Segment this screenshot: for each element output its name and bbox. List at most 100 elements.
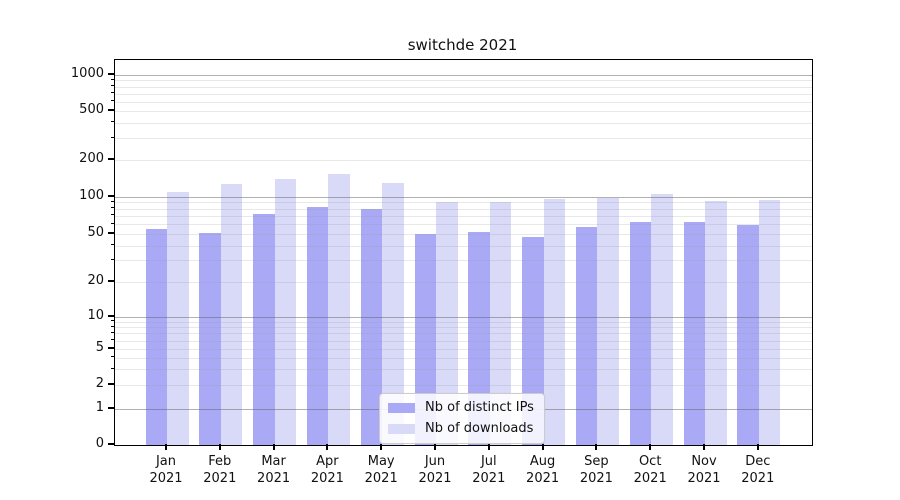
x-tick-label-jan: Jan 2021 (136, 453, 196, 487)
bar-nb-of-distinct-ips-jul (468, 231, 490, 445)
x-tick-mark-jun (434, 444, 436, 450)
x-tick-label-nov: Nov 2021 (674, 453, 734, 487)
bar-nb-of-downloads-mar (274, 179, 297, 445)
x-tick-label-feb: Feb 2021 (190, 453, 250, 487)
x-tick-month: Feb (208, 454, 232, 469)
bar-nb-of-downloads-jul (489, 201, 512, 445)
y-minor-tick-900 (111, 78, 114, 80)
x-tick-mark-aug (541, 444, 544, 450)
y-tick-mark-1 (108, 407, 114, 409)
y-minor-tick-700 (111, 92, 114, 94)
y-minor-tick-30 (111, 258, 114, 260)
legend-label-distinct-ips: Nb of distinct IPs (425, 400, 534, 415)
y-minor-tick-70 (111, 214, 114, 216)
y-tick-label-500: 500 (79, 102, 104, 117)
gridline-minor-200 (115, 160, 812, 161)
bar-nb-of-downloads-oct (651, 193, 673, 445)
x-tick-year: 2021 (579, 471, 613, 486)
gridline-minor-700 (115, 93, 812, 95)
x-tick-mark-oct (649, 444, 652, 450)
y-minor-tick-20 (111, 280, 114, 281)
x-tick-mark-apr (326, 444, 329, 450)
y-tick-label-5: 5 (95, 340, 104, 355)
x-tick-year: 2021 (310, 471, 344, 486)
y-tick-label-0: 0 (95, 436, 104, 451)
y-tick-mark-1000 (108, 73, 114, 75)
x-tick-mark-may (380, 444, 383, 450)
bar-nb-of-downloads-feb (220, 183, 243, 445)
bar-nb-of-distinct-ips-mar (253, 213, 275, 445)
bar-nb-of-downloads-may (382, 183, 404, 445)
x-tick-month: Jan (155, 454, 177, 469)
legend: Nb of distinct IPs Nb of downloads (379, 393, 545, 444)
y-tick-label-1: 1 (95, 400, 104, 415)
x-tick-label-oct: Oct 2021 (620, 453, 680, 487)
x-tick-month: Aug (529, 454, 556, 469)
y-tick-label-50: 50 (87, 225, 104, 240)
y-tick-label-1000: 1000 (70, 66, 104, 81)
y-tick-mark-100 (108, 194, 114, 197)
bar-nb-of-downloads-aug (543, 198, 566, 445)
x-tick-label-jun: Jun 2021 (405, 453, 465, 487)
y-minor-tick-50 (111, 232, 114, 234)
bar-nb-of-downloads-jan (167, 191, 189, 445)
x-tick-mark-jan (165, 444, 167, 450)
x-tick-month: Jun (424, 454, 446, 469)
x-tick-month: Apr (316, 454, 339, 469)
gridline-minor-500 (115, 111, 812, 112)
bar-nb-of-distinct-ips-apr (306, 207, 329, 445)
x-tick-label-sep: Sep 2021 (566, 453, 626, 487)
chart-title: switchde 2021 (407, 36, 518, 54)
y-tick-label-200: 200 (79, 151, 104, 166)
x-tick-year: 2021 (472, 471, 506, 486)
x-tick-mark-mar (272, 444, 275, 450)
legend-item-downloads: Nb of downloads (388, 421, 536, 436)
x-tick-year: 2021 (149, 471, 183, 486)
x-tick-label-dec: Dec 2021 (728, 453, 788, 487)
x-tick-year: 2021 (257, 471, 291, 486)
x-tick-year: 2021 (203, 471, 237, 486)
y-minor-tick-2 (111, 383, 114, 385)
x-tick-mark-nov (703, 444, 705, 450)
y-minor-tick-80 (111, 207, 114, 209)
gridline-minor-800 (115, 86, 812, 88)
bar-nb-of-distinct-ips-may (360, 209, 383, 445)
bar-nb-of-distinct-ips-nov (683, 222, 705, 445)
x-tick-label-may: May 2021 (351, 453, 411, 487)
legend-swatch-distinct-ips (388, 402, 415, 413)
y-tick-mark-10 (108, 315, 114, 317)
gridline-minor-600 (115, 101, 812, 103)
y-minor-tick-300 (111, 136, 114, 138)
x-tick-mark-feb (218, 444, 221, 450)
gridline-minor-400 (115, 122, 812, 124)
x-tick-year: 2021 (364, 471, 398, 486)
x-tick-month: May (367, 454, 395, 469)
x-tick-label-aug: Aug 2021 (513, 453, 573, 487)
bar-nb-of-distinct-ips-dec (737, 225, 759, 445)
x-tick-month: Nov (691, 454, 717, 469)
y-minor-tick-200 (111, 158, 114, 160)
x-tick-month: Mar (261, 454, 286, 469)
y-minor-tick-90 (111, 200, 114, 202)
y-minor-tick-5 (111, 347, 114, 349)
x-tick-year: 2021 (526, 471, 560, 486)
x-tick-mark-dec (756, 444, 759, 450)
y-minor-tick-8 (111, 325, 114, 327)
x-tick-mark-jul (487, 444, 490, 450)
bar-nb-of-distinct-ips-jan (145, 228, 167, 445)
legend-label-downloads: Nb of downloads (425, 421, 534, 436)
x-tick-month: Sep (584, 454, 609, 469)
y-minor-tick-7 (111, 331, 114, 333)
y-tick-label-2: 2 (95, 376, 104, 391)
y-minor-tick-4 (111, 356, 114, 358)
x-tick-year: 2021 (741, 471, 775, 486)
x-tick-month: Dec (745, 454, 771, 469)
y-tick-label-100: 100 (79, 187, 104, 203)
bar-nb-of-downloads-dec (758, 200, 781, 445)
x-tick-label-apr: Apr 2021 (297, 453, 357, 487)
bar-nb-of-downloads-jun (436, 202, 458, 445)
x-tick-year: 2021 (633, 471, 667, 486)
y-minor-tick-9 (111, 320, 114, 322)
legend-item-distinct-ips: Nb of distinct IPs (388, 400, 536, 415)
